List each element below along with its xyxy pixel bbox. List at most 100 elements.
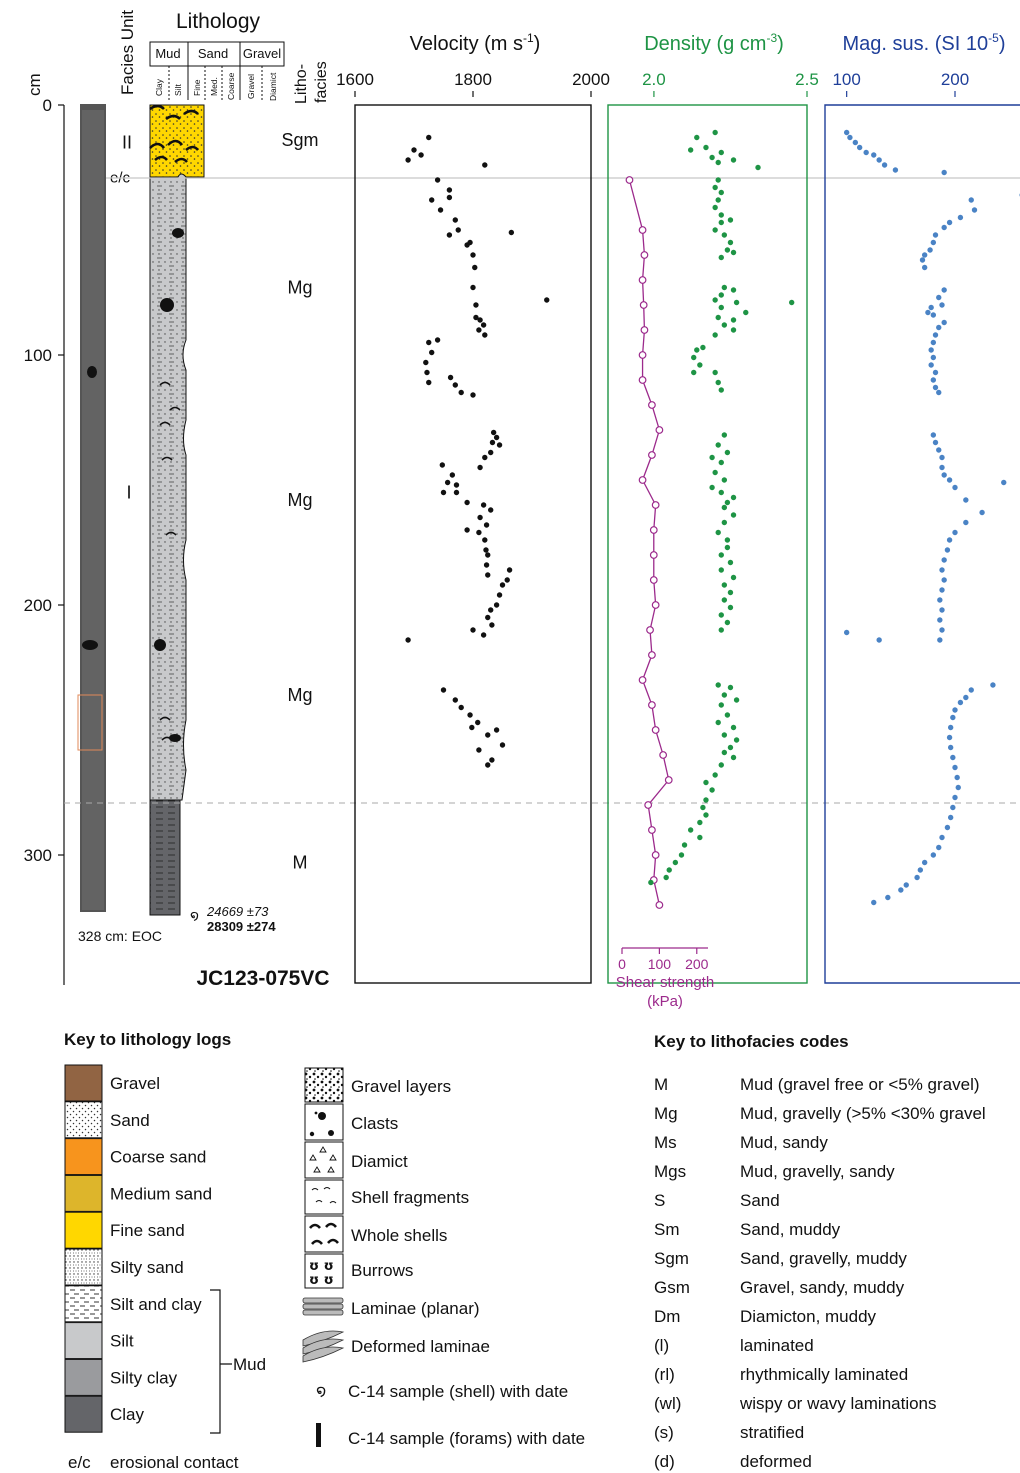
velocity-point [458, 704, 464, 711]
magsus-point [963, 497, 969, 503]
velocity-point [485, 614, 491, 621]
density-point [718, 552, 724, 558]
density-point [712, 297, 718, 303]
ec-description: erosional contact [110, 1453, 239, 1472]
velocity-point [493, 727, 500, 733]
density-point [703, 144, 709, 151]
density-point [733, 697, 740, 703]
density-point [727, 604, 734, 611]
density-point [721, 432, 728, 438]
density-point [715, 379, 721, 386]
shear-strength-point [638, 676, 647, 684]
velocity-point [483, 522, 490, 528]
magsus-tick-label: 200 [941, 70, 969, 89]
magsus-point [936, 447, 942, 453]
magsus-point [930, 239, 937, 246]
shear-strength-point [644, 801, 653, 809]
magsus-point [941, 577, 947, 583]
velocity-point [467, 239, 473, 246]
magsus-point [871, 152, 877, 158]
lithofacies-key-code: (rl) [654, 1365, 675, 1384]
density-point [666, 867, 672, 873]
shear-strength-point [648, 451, 656, 459]
density-point [724, 712, 731, 718]
magsus-point [925, 309, 931, 316]
density-point [721, 749, 728, 756]
velocity-point [480, 322, 487, 328]
lithofacies-key-code: Mg [654, 1104, 678, 1123]
magsus-point [914, 874, 920, 881]
shear-strength-point [651, 501, 660, 509]
density-point [681, 842, 688, 848]
magsus-point [932, 232, 939, 238]
lithofacies-code: M [293, 853, 308, 873]
density-point [721, 322, 728, 328]
density-point [712, 332, 718, 338]
velocity-point [489, 757, 495, 763]
lith-silt-unit [149, 173, 187, 801]
lithofacies-key-code: (l) [654, 1336, 669, 1355]
velocity-point [455, 227, 461, 233]
lithofacies-key-code: Dm [654, 1307, 680, 1326]
density-point [694, 134, 700, 141]
lithology-swatch [64, 1064, 103, 1102]
lith-sub-clay: Clay [154, 78, 164, 96]
density-point [730, 157, 737, 163]
key-lithology: Key to lithology logs Gravel Sand Coarse s… [64, 1030, 266, 1472]
whole-shells-icon [304, 1215, 344, 1253]
lithology-swatch-label: Fine sand [110, 1221, 185, 1240]
depth-axis: cm 0 100 200 300 [24, 73, 65, 985]
magsus-point [921, 252, 928, 258]
velocity-point [488, 449, 494, 456]
velocity-point [483, 562, 490, 568]
density-point [703, 779, 709, 786]
density-point [724, 537, 731, 543]
density-point [721, 597, 728, 603]
velocity-point [508, 229, 515, 236]
gravel-layers-icon [304, 1067, 344, 1103]
clasts-icon [304, 1103, 344, 1141]
magsus-point [963, 694, 969, 701]
symbol-label: Gravel layers [351, 1077, 451, 1096]
density-point [663, 874, 669, 881]
shear-strength-point [639, 301, 648, 309]
magsus-point [863, 149, 869, 156]
lithology-swatch-label: Silt [110, 1332, 134, 1351]
velocity-point [453, 489, 460, 496]
magsus-point [971, 207, 978, 213]
magsus-point [939, 464, 945, 471]
c14-date-1: 24669 ±73 [206, 904, 269, 919]
magsus-point [1001, 479, 1007, 486]
velocity-point [506, 567, 513, 573]
magsus-point [941, 319, 947, 326]
magsus-tick-label: 100 [832, 70, 860, 89]
key-lithology-title: Key to lithology logs [64, 1030, 231, 1049]
shear-strength-point [640, 326, 649, 334]
lith-clay-unit [149, 799, 181, 916]
velocity-point [473, 314, 479, 321]
shear-strength-point [659, 751, 668, 759]
density-point [712, 204, 718, 211]
magsus-point [921, 859, 928, 866]
density-point [697, 819, 703, 826]
shear-strength-point [655, 901, 664, 909]
density-point [718, 762, 724, 768]
shear-strength-point [638, 376, 647, 384]
density-point [724, 247, 731, 253]
density-point [724, 619, 731, 626]
magsus-point [928, 304, 934, 311]
density-point [715, 529, 721, 536]
lith-sub-fine: Fine [192, 79, 202, 96]
density-point [687, 827, 694, 833]
shear-tick-label: 200 [685, 956, 709, 972]
lithology-swatch-label: Clay [110, 1405, 145, 1424]
lithology-swatch-label: Medium sand [110, 1184, 212, 1203]
magsus-point [941, 472, 947, 478]
velocity-point [446, 194, 453, 201]
density-point [721, 732, 728, 738]
key-symbols: ʊ ʊʊ ʊ ໑ Gravel layers Clasts Diamict Shell… [302, 1067, 585, 1448]
depth-tick-label: 200 [24, 596, 52, 615]
magsus-point [968, 687, 974, 693]
lithofacies-key-code: (d) [654, 1452, 675, 1471]
facies-unit-title: Facies Unit [118, 10, 137, 95]
